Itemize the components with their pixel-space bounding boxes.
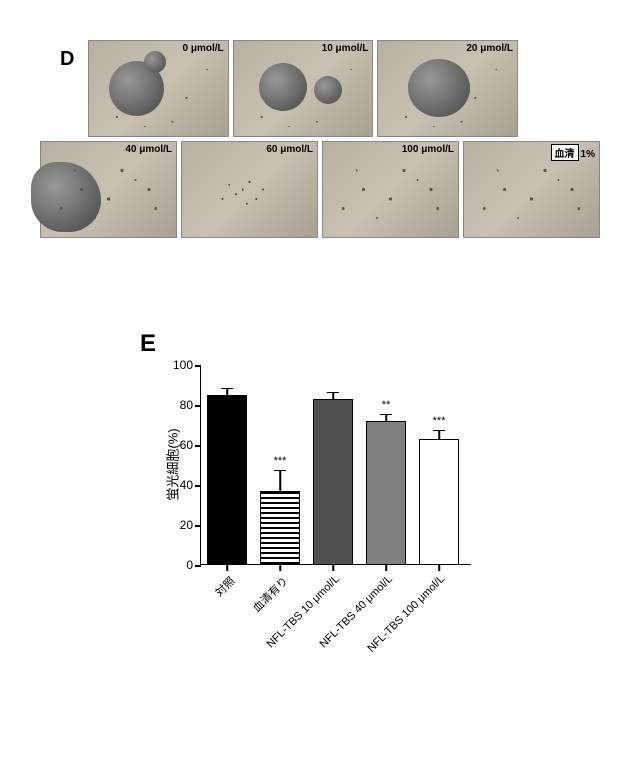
y-tick-label: 60 — [163, 438, 201, 452]
y-tick-label: 80 — [163, 398, 201, 412]
micrograph-label: 40 μmol/L — [125, 144, 172, 155]
serum-suffix: 1% — [581, 149, 595, 160]
error-bar — [279, 471, 281, 491]
error-cap — [274, 470, 286, 472]
error-bar — [385, 415, 387, 421]
error-cap — [380, 414, 392, 416]
error-bar — [332, 393, 334, 399]
significance-marker: ** — [382, 399, 391, 411]
micrograph-label: 10 μmol/L — [322, 43, 369, 54]
bar-group: ***血清有り — [260, 365, 300, 565]
micrograph-label: 100 μmol/L — [402, 144, 454, 155]
micrograph-0: 0 μmol/L — [88, 40, 229, 137]
y-tick-label: 40 — [163, 478, 201, 492]
bar — [260, 491, 300, 565]
micrograph-100: 100 μmol/L — [322, 141, 459, 238]
micrograph-label: 20 μmol/L — [466, 43, 513, 54]
x-tick — [226, 565, 228, 571]
micrograph-serum: 血清1% — [463, 141, 600, 238]
significance-marker: *** — [433, 415, 446, 427]
bar — [419, 439, 459, 565]
y-tick-label: 100 — [163, 358, 201, 372]
bar-chart: 020406080100対照***血清有りNFL-TBS 10 μmol/L**… — [200, 365, 471, 565]
error-bar — [438, 431, 440, 439]
x-tick — [385, 565, 387, 571]
error-cap — [327, 392, 339, 394]
serum-box: 血清 — [551, 144, 579, 161]
micrograph-label: 0 μmol/L — [183, 43, 224, 54]
panel-e: 蛍光細胞(%) 020406080100対照***血清有りNFL-TBS 10 … — [130, 330, 530, 710]
bar — [313, 399, 353, 565]
micrograph-60: 60 μmol/L — [181, 141, 318, 238]
bar-group: NFL-TBS 10 μmol/L — [313, 365, 353, 565]
micrograph-20: 20 μmol/L — [377, 40, 518, 137]
x-tick — [279, 565, 281, 571]
micrograph-label: 60 μmol/L — [266, 144, 313, 155]
micrograph-40: 40 μmol/L — [40, 141, 177, 238]
bar-group: ***NFL-TBS 100 μmol/L — [419, 365, 459, 565]
x-tick — [438, 565, 440, 571]
micrograph-label: 血清1% — [551, 144, 595, 161]
panel-d: 0 μmol/L 10 μmol/L 20 μmol/L 40 μmol/L 6… — [40, 40, 620, 242]
y-tick-label: 20 — [163, 518, 201, 532]
micrograph-10: 10 μmol/L — [233, 40, 374, 137]
error-cap — [433, 430, 445, 432]
significance-marker: *** — [274, 455, 287, 467]
bar-group: 対照 — [207, 365, 247, 565]
y-tick-label: 0 — [163, 558, 201, 572]
bar-group: **NFL-TBS 40 μmol/L — [366, 365, 406, 565]
bar — [207, 395, 247, 565]
error-cap — [221, 388, 233, 390]
bar — [366, 421, 406, 565]
x-tick-label: 対照 — [211, 573, 238, 600]
x-tick — [332, 565, 334, 571]
error-bar — [226, 389, 228, 395]
x-tick-label: 血清有り — [249, 573, 291, 615]
